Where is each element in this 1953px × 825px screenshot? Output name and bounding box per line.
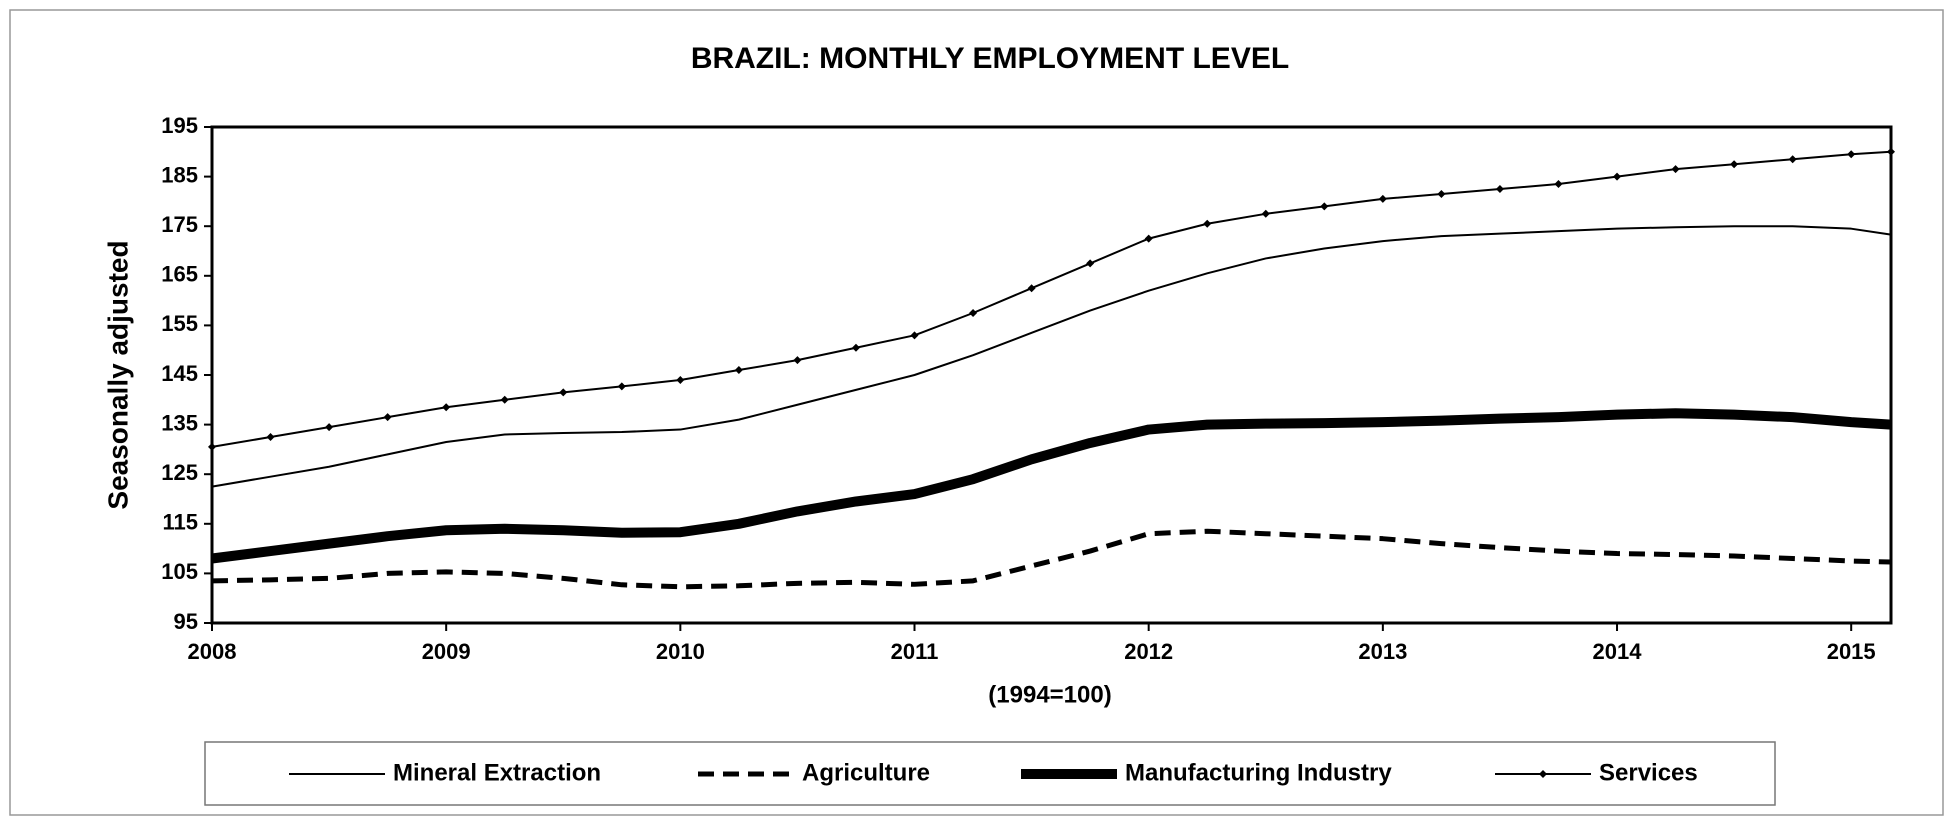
series-marker — [734, 366, 743, 375]
chart-title: BRAZIL: MONTHLY EMPLOYMENT LEVEL — [691, 42, 1289, 75]
series-line — [211, 408, 1892, 564]
y-tick-label: 125 — [161, 460, 198, 485]
y-tick-label: 115 — [163, 510, 199, 535]
series-marker — [910, 331, 919, 340]
series-marker — [1261, 209, 1270, 218]
series-marker — [1847, 150, 1856, 159]
x-tick-label: 2008 — [188, 639, 237, 664]
y-tick-label: 105 — [161, 559, 198, 584]
series-marker — [851, 343, 860, 352]
series-marker — [559, 388, 568, 397]
series-marker — [1554, 180, 1563, 189]
plot-frame — [210, 125, 1893, 625]
series-marker — [500, 395, 509, 404]
y-tick-label: 155 — [161, 311, 198, 336]
series-marker — [617, 382, 626, 391]
series-marker — [1613, 172, 1622, 181]
legend-label: Agriculture — [802, 759, 930, 786]
legend-marker — [1539, 770, 1547, 778]
series-marker — [266, 433, 275, 441]
series-marker — [442, 403, 451, 412]
x-tick-label: 2014 — [1593, 639, 1643, 664]
series-line — [211, 528, 1892, 590]
y-tick-label: 195 — [161, 113, 198, 138]
x-tick-label: 2013 — [1358, 639, 1407, 664]
y-tick-label: 135 — [161, 410, 198, 435]
series-marker — [1203, 219, 1212, 228]
x-tick-label: 2012 — [1124, 639, 1173, 664]
series-marker — [1437, 189, 1446, 198]
y-axis-label: Seasonally adjusted — [102, 240, 133, 509]
series-line — [211, 225, 1892, 488]
legend-label: Manufacturing Industry — [1125, 759, 1392, 786]
x-tick-label: 2010 — [656, 639, 705, 664]
y-tick-label: 175 — [161, 212, 198, 237]
series-marker — [1320, 202, 1329, 211]
series-marker — [1027, 284, 1036, 293]
y-tick-label: 165 — [161, 262, 198, 287]
x-tick-label: 2009 — [422, 639, 471, 664]
series-marker — [969, 309, 978, 317]
series-marker — [1788, 155, 1797, 164]
series-marker — [676, 375, 685, 384]
series-marker — [1495, 185, 1504, 193]
x-tick-label: 2015 — [1827, 639, 1876, 664]
y-tick-label: 185 — [161, 162, 198, 187]
series-marker — [1144, 234, 1153, 243]
series-marker — [1671, 165, 1680, 174]
legend-label: Services — [1599, 759, 1698, 786]
y-tick-label: 95 — [174, 609, 198, 634]
y-tick-label: 145 — [161, 361, 198, 386]
legend-label: Mineral Extraction — [393, 759, 601, 786]
series-marker — [793, 356, 802, 365]
series-marker — [1086, 259, 1095, 268]
series-marker — [1378, 194, 1387, 203]
x-tick-label: 2011 — [891, 639, 939, 664]
series-marker — [383, 413, 392, 422]
x-axis-label: (1994=100) — [988, 681, 1111, 708]
series-marker — [325, 423, 334, 432]
series-marker — [1730, 160, 1739, 169]
series-line — [211, 150, 1892, 448]
